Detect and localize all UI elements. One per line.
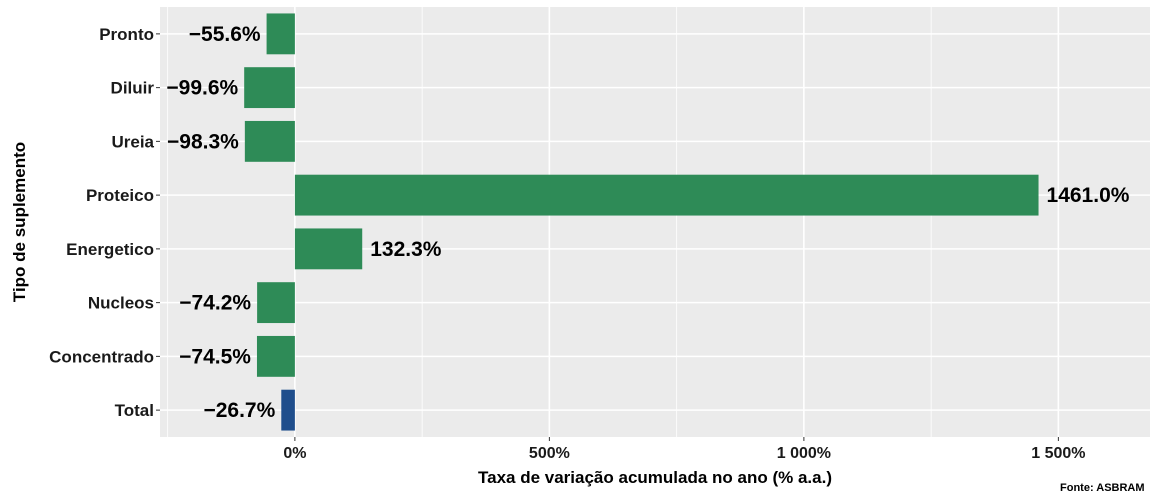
y-tick-label-energetico: Energetico — [66, 240, 154, 259]
bar-nucleos — [257, 282, 295, 324]
y-axis-title: Tipo de suplemento — [10, 142, 29, 302]
bar-total — [281, 389, 295, 431]
data-label-pronto: −55.6% — [189, 23, 261, 46]
y-tick-label-ureia: Ureia — [111, 132, 154, 151]
y-tick-label-proteico: Proteico — [86, 186, 154, 205]
y-axis: Pronto Diluir Ureia Proteico Energetico Nucle… — [49, 25, 160, 420]
x-tick-label: 0% — [283, 445, 306, 462]
plot-panel — [160, 7, 1150, 437]
bar-diluir — [244, 67, 295, 109]
data-label-total: −26.7% — [203, 399, 275, 422]
data-label-diluir: −99.6% — [166, 77, 238, 100]
x-tick-label: 1 000% — [777, 445, 831, 462]
x-axis: 0% 500% 1 000% 1 500% — [283, 437, 1086, 462]
data-label-proteico: 1461.0% — [1047, 184, 1130, 207]
bar-pronto — [266, 13, 295, 55]
data-labels: −55.6% −99.6% −98.3% 1461.0% 132.3% −74.2% −74… — [166, 23, 1129, 422]
data-label-nucleos: −74.2% — [179, 292, 251, 315]
minor-gridlines — [167, 7, 932, 437]
bar-ureia — [244, 120, 295, 162]
source-caption: Fonte: ASBRAM — [1060, 482, 1145, 491]
bars — [244, 13, 1039, 431]
bar-concentrado — [256, 335, 295, 377]
data-label-concentrado: −74.5% — [179, 345, 251, 368]
data-label-ureia: −98.3% — [167, 130, 239, 153]
x-tick-label: 500% — [529, 445, 570, 462]
y-tick-label-diluir: Diluir — [111, 79, 155, 98]
y-tick-label-concentrado: Concentrado — [49, 347, 154, 366]
x-axis-title: Taxa de variação acumulada no ano (% a.a… — [478, 468, 832, 487]
x-tick-label: 1 500% — [1031, 445, 1085, 462]
bar-proteico — [294, 174, 1039, 216]
bar-energetico — [294, 228, 363, 270]
y-tick-label-pronto: Pronto — [99, 25, 154, 44]
y-tick-label-nucleos: Nucleos — [88, 294, 154, 313]
y-tick-label-total: Total — [115, 401, 154, 420]
data-label-energetico: 132.3% — [370, 238, 442, 261]
